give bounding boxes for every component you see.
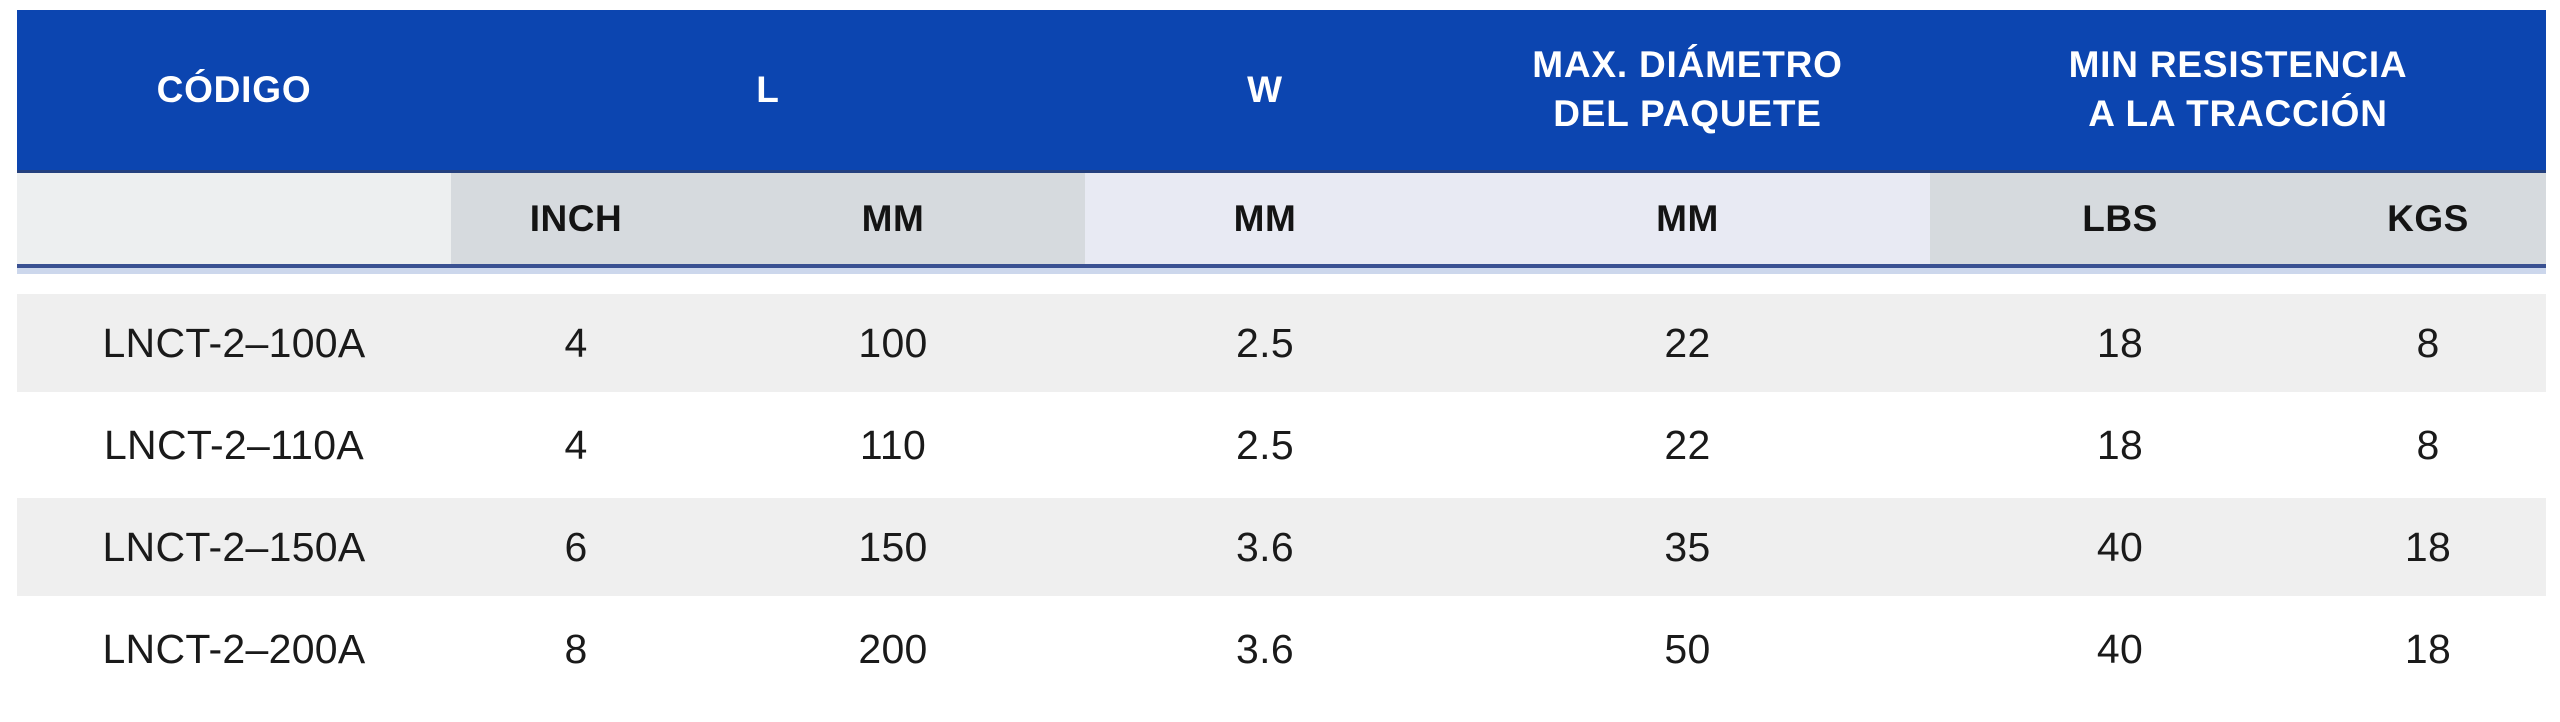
col-header-max-diametro-line1: MAX. DIÁMETRO — [1532, 44, 1843, 86]
cell-resistencia-kgs: 18 — [2404, 523, 2452, 570]
col-header-min-resistencia-line1: MIN RESISTENCIA — [2068, 44, 2408, 86]
cell-l-inch: 8 — [564, 625, 588, 672]
cell-resistencia-kgs: 8 — [2416, 421, 2440, 468]
unit-mm-max: MM — [1445, 173, 1930, 264]
cell-codigo: LNCT-2–100A — [102, 319, 366, 366]
col-header-l-label: L — [756, 68, 780, 110]
cell-resistencia-lbs: 40 — [2096, 625, 2144, 672]
units-row: INCH MM MM MM LBS KGS — [17, 173, 2546, 268]
product-spec-table: CÓDIGO L W MAX. DIÁMETRO DEL PAQUETE MIN… — [17, 10, 2546, 702]
col-header-w-label: W — [1247, 68, 1283, 110]
cell-resistencia-lbs: 18 — [2096, 421, 2144, 468]
col-header-l: L — [451, 10, 1085, 170]
cell-max-diametro-mm: 22 — [1664, 319, 1711, 366]
cell-max-diametro-mm: 50 — [1664, 625, 1711, 672]
unit-lbs: LBS — [1930, 173, 2310, 264]
cell-resistencia-kgs: 18 — [2404, 625, 2452, 672]
cell-l-inch: 6 — [564, 523, 588, 570]
unit-inch: INCH — [451, 173, 701, 264]
cell-l-mm: 110 — [859, 421, 927, 468]
table-header-row: CÓDIGO L W MAX. DIÁMETRO DEL PAQUETE MIN… — [17, 10, 2546, 173]
table-row-lnct-2-200a: LNCT-2–200A 8 200 3.6 50 40 18 — [17, 596, 2546, 702]
cell-resistencia-kgs: 8 — [2416, 319, 2440, 366]
cell-resistencia-lbs: 18 — [2096, 319, 2144, 366]
cell-l-inch: 4 — [564, 319, 588, 366]
cell-l-mm: 100 — [858, 319, 928, 366]
cell-max-diametro-mm: 35 — [1664, 523, 1711, 570]
col-header-min-resistencia: MIN RESISTENCIA A LA TRACCIÓN — [1930, 10, 2546, 170]
col-header-w: W — [1085, 10, 1445, 170]
col-header-max-diametro: MAX. DIÁMETRO DEL PAQUETE — [1445, 10, 1930, 170]
table-row-lnct-2-110a: LNCT-2–110A 4 110 2.5 22 18 8 — [17, 392, 2546, 498]
unit-mm-l: MM — [701, 173, 1085, 264]
unit-kgs: KGS — [2310, 173, 2546, 264]
cell-l-mm: 200 — [858, 625, 928, 672]
col-header-max-diametro-line2: DEL PAQUETE — [1553, 93, 1822, 134]
col-header-codigo: CÓDIGO — [17, 10, 451, 170]
table-row-lnct-2-100a: LNCT-2–100A 4 100 2.5 22 18 8 — [17, 294, 2546, 392]
cell-w-mm: 3.6 — [1236, 625, 1294, 672]
cell-max-diametro-mm: 22 — [1664, 421, 1711, 468]
cell-w-mm: 3.6 — [1236, 523, 1294, 570]
cell-codigo: LNCT-2–200A — [102, 625, 366, 672]
cell-resistencia-lbs: 40 — [2096, 523, 2144, 570]
cell-codigo: LNCT-2–110A — [103, 421, 365, 468]
unit-mm-w: MM — [1085, 173, 1445, 264]
cell-codigo: LNCT-2–150A — [102, 523, 366, 570]
cell-w-mm: 2.5 — [1236, 421, 1294, 468]
col-header-min-resistencia-line2: A LA TRACCIÓN — [2088, 93, 2388, 134]
cell-w-mm: 2.5 — [1236, 319, 1294, 366]
header-body-gap — [17, 268, 2546, 294]
table-row-lnct-2-150a: LNCT-2–150A 6 150 3.6 35 40 18 — [17, 498, 2546, 596]
cell-l-inch: 4 — [564, 421, 588, 468]
cell-l-mm: 150 — [858, 523, 928, 570]
col-header-codigo-label: CÓDIGO — [156, 68, 312, 110]
unit-codigo-empty — [17, 173, 451, 264]
